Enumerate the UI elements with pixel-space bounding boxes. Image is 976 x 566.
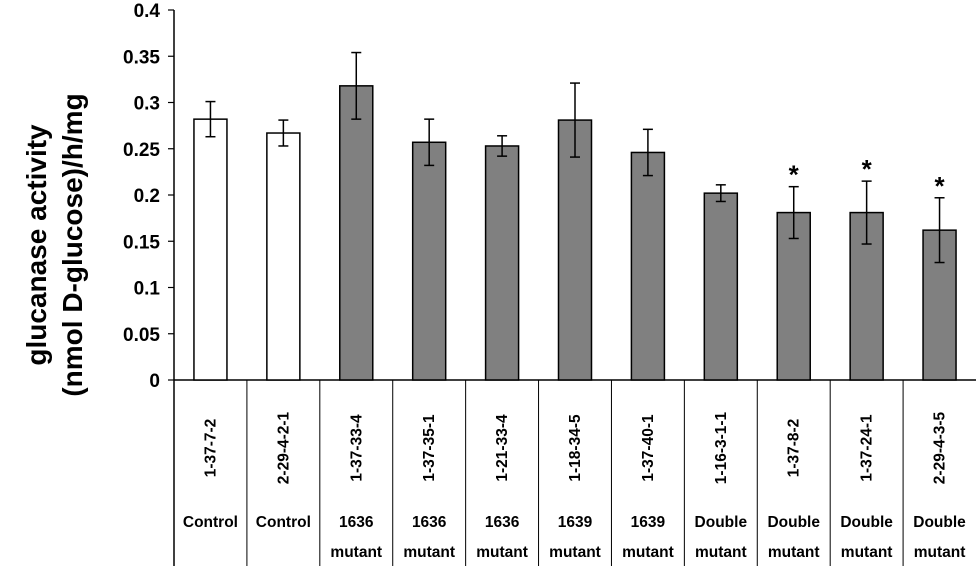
error-bars	[205, 51, 945, 264]
group-label-line-1: Control	[256, 514, 311, 531]
group-label-line-1: Control	[183, 514, 238, 531]
group-label-line-2: mutant	[476, 544, 528, 561]
group-labels: Control Control 1636 mutant 1636 mutant 1636 mu…	[183, 514, 966, 561]
category-label: 1-37-40-1	[640, 414, 657, 482]
y-tick-label: 0.3	[134, 94, 160, 115]
y-tick-label: 0.2	[134, 186, 160, 207]
category-label: 1-16-3-1-1	[713, 411, 730, 484]
group-label-line-2: mutant	[841, 544, 893, 561]
group-label-line-1: 1636	[339, 514, 374, 531]
bar	[266, 132, 301, 381]
y-tick-label: 0.25	[123, 140, 160, 161]
y-tick-label: 0.05	[123, 325, 160, 346]
group-label-line-1: 1636	[412, 514, 447, 531]
group-label-line-2: mutant	[549, 544, 601, 561]
y-tick-label: 0.35	[123, 47, 160, 68]
y-tick-label: 0.15	[123, 232, 160, 253]
group-label-line-1: 1639	[631, 514, 666, 531]
group-label-line-2: mutant	[914, 544, 966, 561]
category-label: 1-21-33-4	[494, 414, 511, 482]
bar	[776, 211, 811, 381]
category-label: 2-29-4-2-1	[275, 411, 292, 484]
y-ticks: 0 0.05 0.1 0.15 0.2 0.25 0.3 0.35 0.4	[123, 1, 174, 392]
y-axis-label-line-1: glucanase activity	[21, 124, 52, 366]
bar	[411, 141, 447, 381]
category-label: 1-37-7-2	[202, 419, 219, 478]
group-label-line-1: 1636	[485, 514, 520, 531]
bar	[703, 192, 739, 381]
group-label-line-1: Double	[840, 514, 893, 531]
category-labels: 1-37-7-2 2-29-4-2-1 1-37-33-4 1-37-35-1 1-21…	[202, 411, 948, 484]
category-label: 1-37-33-4	[348, 414, 365, 482]
bar	[193, 118, 228, 381]
group-label-line-1: Double	[913, 514, 966, 531]
bar	[339, 85, 374, 381]
bars	[193, 85, 957, 381]
category-label: 1-37-8-2	[786, 419, 803, 478]
bar	[630, 151, 666, 381]
category-label: 1-37-35-1	[421, 414, 438, 482]
category-label: 1-18-34-5	[567, 414, 584, 482]
bar	[484, 145, 520, 381]
group-label-line-2: mutant	[695, 544, 747, 561]
significance-star: *	[789, 160, 800, 190]
significance-star: *	[934, 171, 945, 201]
group-label-line-1: 1639	[558, 514, 593, 531]
group-label-line-1: Double	[695, 514, 748, 531]
y-tick-label: 0.4	[134, 1, 161, 22]
y-tick-label: 0	[149, 371, 160, 392]
bar	[557, 119, 593, 381]
group-label-line-2: mutant	[330, 544, 382, 561]
group-label-line-2: mutant	[622, 544, 674, 561]
group-label-line-1: Double	[767, 514, 820, 531]
group-label-line-2: mutant	[768, 544, 820, 561]
y-axis-label-line-2: (nmol D-glucose)/h/mg	[57, 93, 88, 396]
category-label: 2-29-4-3-5	[932, 411, 949, 484]
category-label: 1-37-24-1	[859, 414, 876, 482]
y-tick-label: 0.1	[134, 279, 161, 300]
group-label-line-2: mutant	[403, 544, 455, 561]
significance-star: *	[862, 154, 873, 184]
significance-markers: * * *	[789, 154, 946, 201]
